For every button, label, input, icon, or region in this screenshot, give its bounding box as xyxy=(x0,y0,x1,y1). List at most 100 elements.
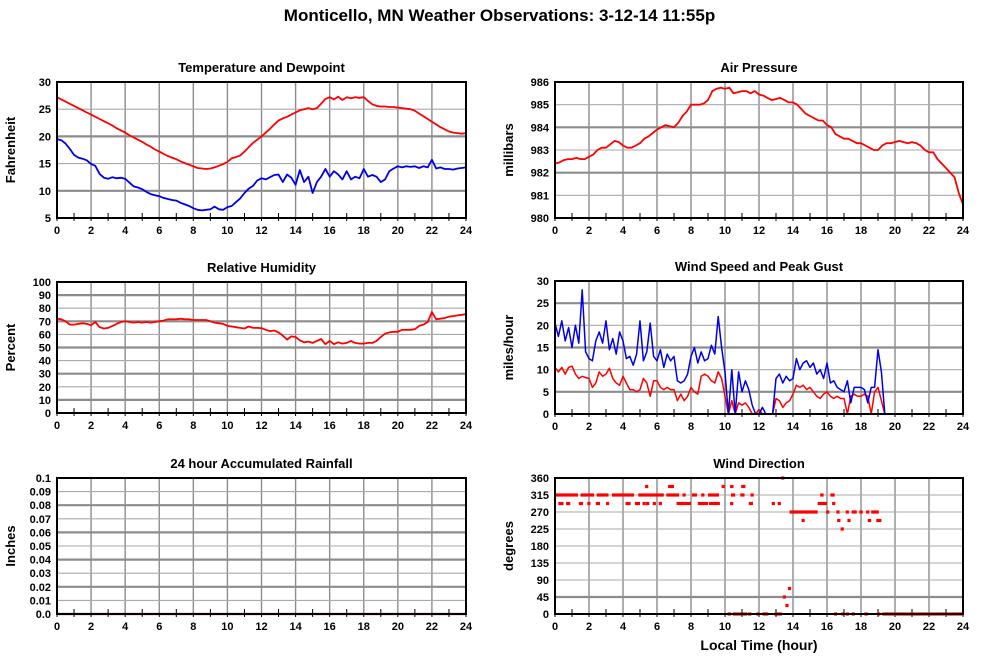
y-tick-label: 45 xyxy=(537,592,549,604)
y-tick-label: 270 xyxy=(531,507,549,519)
series-dewpoint xyxy=(56,138,467,212)
x-tick-label: 24 xyxy=(957,421,970,433)
series-humidity xyxy=(56,311,467,346)
x-tick-label: 18 xyxy=(855,621,867,633)
plot-border xyxy=(56,281,467,414)
data-point-run xyxy=(606,501,610,506)
y-tick-label: 0.07 xyxy=(30,514,51,526)
data-point-run xyxy=(558,501,564,506)
x-tick-label: 8 xyxy=(688,225,694,237)
y-tick-label: 984 xyxy=(531,122,550,134)
data-point-run xyxy=(668,484,674,489)
x-tick-label: 14 xyxy=(289,225,302,237)
y-tick-label: 80 xyxy=(39,303,51,315)
y-tick-label: 225 xyxy=(531,524,549,536)
x-tick-label: 10 xyxy=(719,621,731,633)
chart-humidity: Relative Humidity01020304050607080901000… xyxy=(3,260,473,432)
data-point-run xyxy=(645,484,649,489)
y-tick-label: 0.08 xyxy=(30,500,51,512)
data-point-run xyxy=(611,493,635,497)
data-point-run xyxy=(826,510,830,514)
x-tick-label: 8 xyxy=(190,225,196,237)
x-tick-label: 0 xyxy=(552,621,558,633)
x-tick-label: 8 xyxy=(688,421,694,433)
plot-border xyxy=(56,81,467,219)
y-axis-label: Fahrenheit xyxy=(3,116,18,183)
x-tick-label: 22 xyxy=(923,621,935,633)
x-tick-label: 12 xyxy=(255,420,267,432)
x-tick-label: 24 xyxy=(957,225,970,237)
x-tick-label: 14 xyxy=(289,621,302,633)
data-point-run xyxy=(730,484,734,489)
x-tick-label: 22 xyxy=(426,420,438,432)
data-point-run xyxy=(580,493,595,497)
y-tick-label: 986 xyxy=(531,77,549,89)
data-point-run xyxy=(840,527,844,531)
y-tick-label: 30 xyxy=(39,369,51,381)
data-point-run xyxy=(634,501,640,506)
data-point-run xyxy=(578,501,584,506)
y-tick-label: 982 xyxy=(531,168,549,180)
x-tick-label: 2 xyxy=(586,225,592,237)
data-point-run xyxy=(730,493,736,497)
x-tick-label: 6 xyxy=(156,621,162,633)
data-point-run xyxy=(859,510,863,514)
data-point-run xyxy=(801,518,805,523)
data-point-run xyxy=(566,501,571,506)
data-point-run xyxy=(820,493,824,497)
data-point-run xyxy=(666,493,680,497)
data-point-run xyxy=(876,518,882,523)
y-tick-label: 60 xyxy=(39,329,51,341)
y-tick-label: 20 xyxy=(537,320,549,332)
x-tick-label: 4 xyxy=(620,225,627,237)
chart-title: Temperature and Dewpoint xyxy=(178,60,345,75)
x-tick-label: 12 xyxy=(255,621,267,633)
chart-title: Air Pressure xyxy=(720,60,797,75)
x-tick-label: 6 xyxy=(156,225,162,237)
y-tick-label: 40 xyxy=(39,356,51,368)
x-tick-label: 6 xyxy=(654,421,660,433)
y-tick-label: 20 xyxy=(39,131,51,143)
y-tick-label: 15 xyxy=(537,343,549,355)
y-tick-label: 0 xyxy=(543,409,549,421)
x-tick-label: 20 xyxy=(392,225,404,237)
x-tick-label: 12 xyxy=(753,421,765,433)
data-point-run xyxy=(708,493,720,497)
y-tick-label: 135 xyxy=(531,558,549,570)
y-tick-label: 0.1 xyxy=(36,473,51,485)
y-tick-label: 0.01 xyxy=(30,595,51,607)
x-tick-label: 18 xyxy=(855,421,867,433)
x-tick-label: 18 xyxy=(358,225,370,237)
x-tick-label: 8 xyxy=(190,621,196,633)
data-point-run xyxy=(750,493,754,497)
data-point-run xyxy=(830,493,835,497)
y-tick-label: 360 xyxy=(531,473,549,485)
data-point-run xyxy=(701,493,705,497)
chart-title: Wind Direction xyxy=(713,456,805,471)
x-tick-label: 12 xyxy=(255,225,267,237)
x-tick-label: 22 xyxy=(426,621,438,633)
data-point-run xyxy=(638,493,664,497)
y-tick-label: 0.02 xyxy=(30,582,51,594)
y-tick-label: 10 xyxy=(39,395,51,407)
x-tick-label: 2 xyxy=(88,621,94,633)
data-point-run xyxy=(871,510,879,514)
y-tick-label: 30 xyxy=(39,77,51,89)
x-tick-label: 8 xyxy=(190,420,196,432)
x-tick-label: 10 xyxy=(221,225,233,237)
data-point-run xyxy=(740,493,745,497)
y-tick-label: 50 xyxy=(39,343,51,355)
plot-border xyxy=(554,81,964,219)
data-point-run xyxy=(625,501,631,506)
data-point-run xyxy=(847,518,851,523)
x-tick-label: 16 xyxy=(324,420,336,432)
x-tick-label: 20 xyxy=(889,421,901,433)
data-point-run xyxy=(782,595,786,599)
x-tick-label: 16 xyxy=(821,421,833,433)
y-tick-label: 10 xyxy=(537,365,549,377)
x-tick-label: 2 xyxy=(88,420,94,432)
data-point-run xyxy=(658,501,662,506)
x-tick-label: 24 xyxy=(460,225,473,237)
